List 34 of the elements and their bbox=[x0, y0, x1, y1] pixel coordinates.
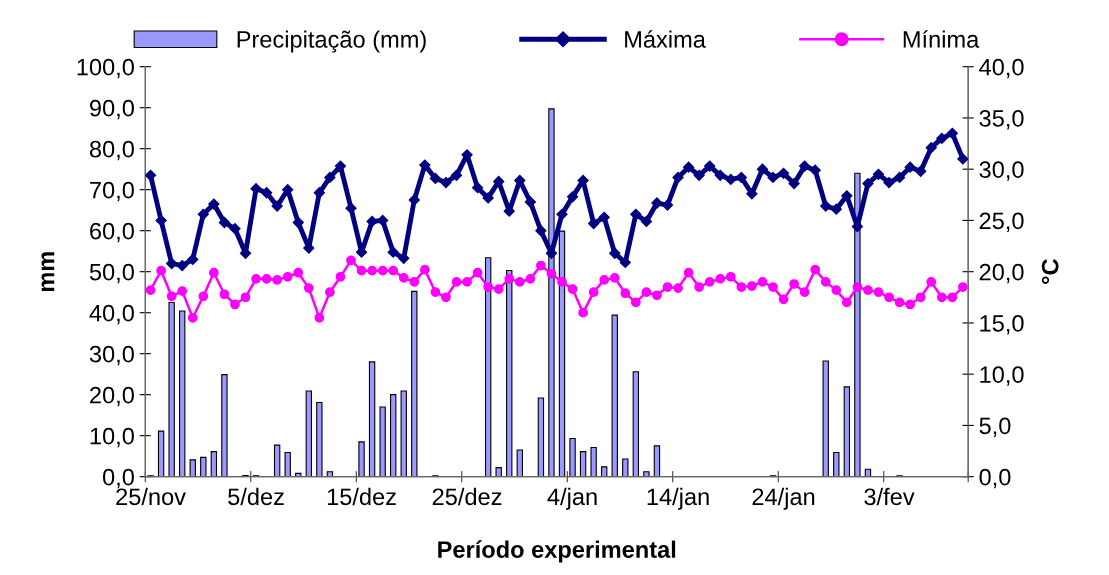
y-tick-label: 90,0 bbox=[90, 99, 134, 120]
x-tick-label: 3/fev bbox=[864, 487, 915, 506]
x-tick-label: 25/nov bbox=[116, 487, 186, 506]
x-tick-label: 14/jan bbox=[647, 487, 709, 510]
y2-tick-label: 10,0 bbox=[980, 366, 1024, 386]
x-tick-label: 5/dez bbox=[228, 487, 284, 506]
y-tick-label: 30,0 bbox=[89, 345, 134, 366]
y-tick-label: 0,0 bbox=[102, 468, 134, 489]
x-tick-label: 15/dez bbox=[327, 487, 396, 506]
y2-tick-label: 0,0 bbox=[979, 468, 1011, 489]
y-tick-label: 70,0 bbox=[90, 181, 134, 202]
y-axis-title: mm bbox=[41, 252, 55, 292]
y-tick-label: 80,0 bbox=[89, 140, 134, 161]
y-tick-label: 50,0 bbox=[89, 263, 134, 284]
y2-tick-label: 5,0 bbox=[979, 417, 1011, 437]
x-tick-label: 24/jan bbox=[752, 487, 815, 510]
y2-axis-title: °C bbox=[1041, 259, 1059, 284]
legend-label: Máxima bbox=[625, 30, 706, 48]
y-tick-label: 100,0 bbox=[77, 58, 134, 79]
y2-tick-label: 25,0 bbox=[979, 212, 1024, 233]
y2-tick-label: 30,0 bbox=[979, 161, 1024, 181]
y-tick-label: 10,0 bbox=[90, 427, 134, 448]
y-tick-label: 60,0 bbox=[90, 222, 134, 243]
y2-tick-label: 15,0 bbox=[980, 315, 1024, 335]
legend-label: Mínima bbox=[903, 30, 980, 48]
legend-label: Precipitação (mm) bbox=[237, 30, 426, 53]
y-tick-label: 20,0 bbox=[90, 386, 134, 407]
x-tick-label: 25/dez bbox=[432, 487, 502, 506]
y2-tick-label: 20,0 bbox=[979, 263, 1024, 284]
x-axis-title: Período experimental bbox=[438, 540, 676, 563]
y2-tick-label: 40,0 bbox=[979, 58, 1024, 79]
y-tick-label: 40,0 bbox=[89, 304, 134, 325]
y2-tick-label: 35,0 bbox=[979, 110, 1024, 130]
x-tick-label: 4/jan bbox=[547, 487, 597, 510]
